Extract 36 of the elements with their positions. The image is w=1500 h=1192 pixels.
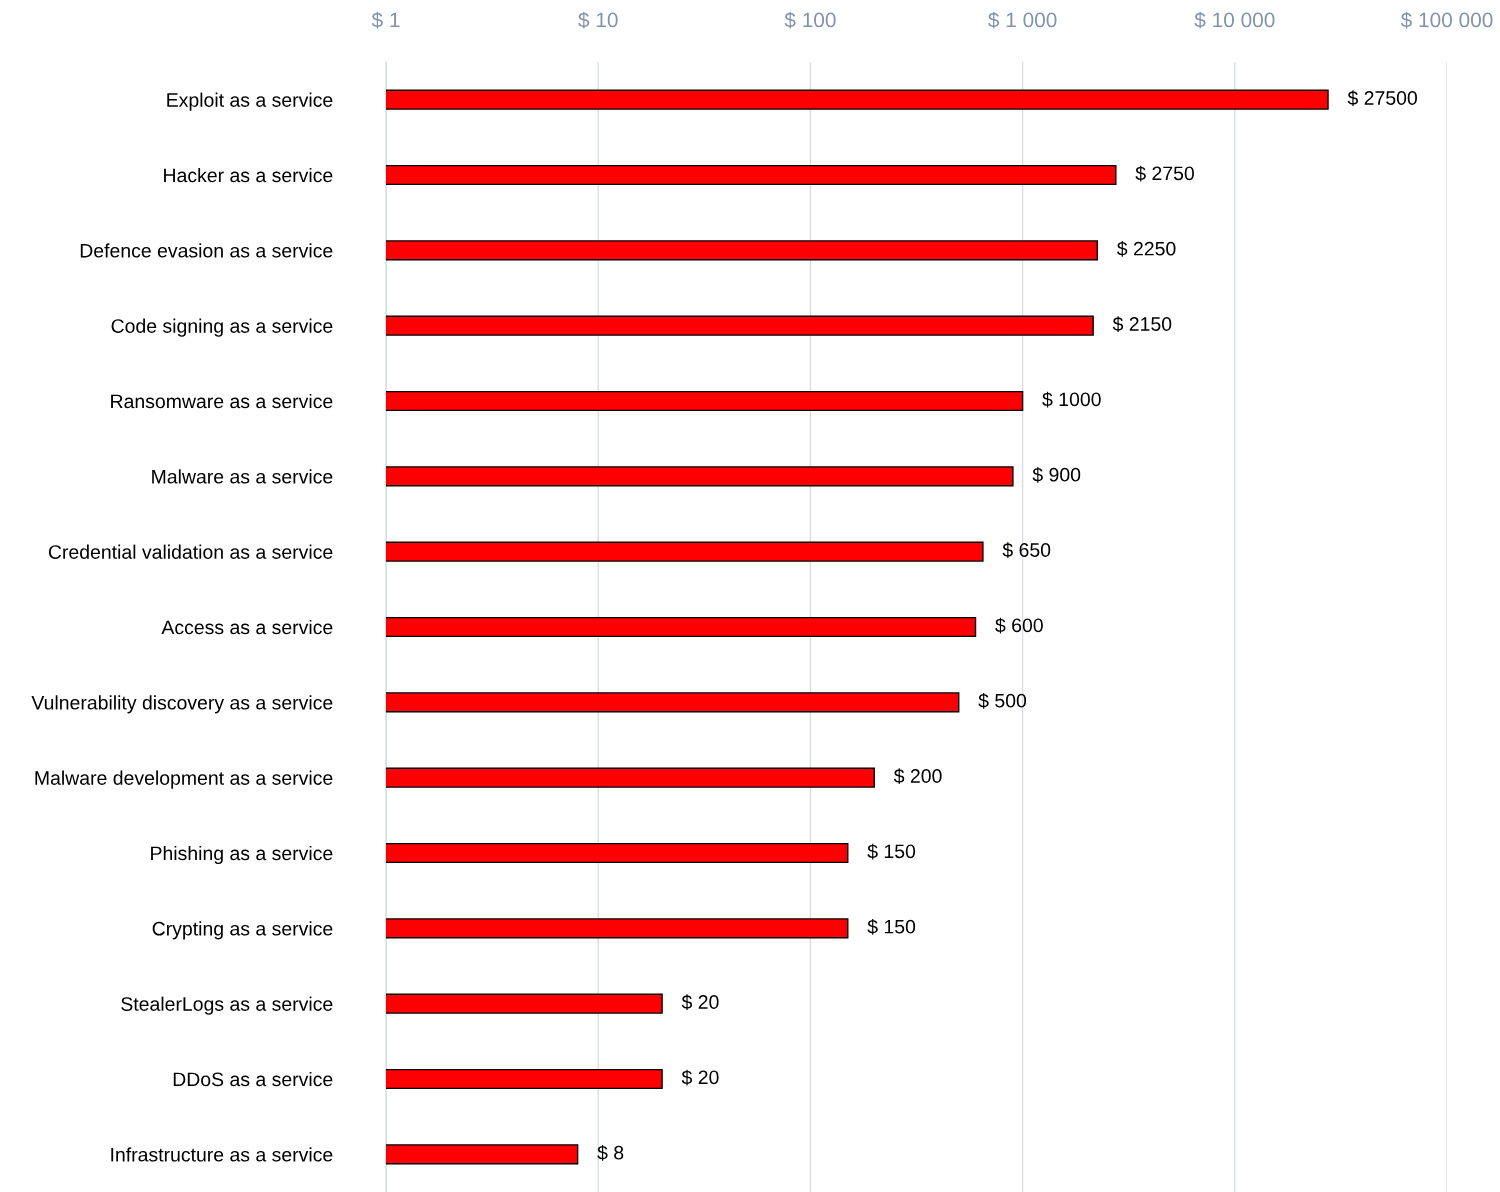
y-tick-label: Ransomware as a service bbox=[111, 393, 333, 409]
data-label: $ 2150 bbox=[1112, 316, 1172, 333]
y-tick-label: Defence evasion as a service bbox=[80, 243, 333, 258]
x-tick-label: $ 10 bbox=[578, 11, 618, 29]
y-tick-label: Malware development as a service bbox=[35, 770, 333, 789]
data-label: $ 200 bbox=[893, 768, 942, 785]
data-label: $ 900 bbox=[1032, 466, 1081, 483]
data-label: $ 20 bbox=[681, 1069, 719, 1086]
y-tick-label: Credential validation as a service bbox=[48, 544, 333, 559]
data-label: $ 600 bbox=[995, 617, 1043, 634]
data-label: $ 650 bbox=[1002, 542, 1051, 559]
y-tick-label: Vulnerability discovery as a service bbox=[31, 695, 333, 714]
data-label: $ 150 bbox=[867, 843, 916, 860]
data-label: $ 150 bbox=[867, 918, 916, 935]
y-tick-label: StealerLogs as a service bbox=[121, 996, 333, 1015]
data-label: $ 1000 bbox=[1042, 391, 1101, 408]
x-tick-label: $ 10 000 bbox=[1194, 11, 1275, 29]
data-label: $ 8 bbox=[597, 1144, 624, 1161]
y-tick-label: Crypting as a service bbox=[152, 921, 333, 940]
x-tick-label: $ 1 000 bbox=[988, 11, 1057, 29]
y-tick-label: Code signing as a service bbox=[111, 318, 333, 337]
y-tick-label: Access as a service bbox=[161, 619, 333, 635]
y-tick-label: DDoS as a service bbox=[173, 1071, 333, 1087]
data-label: $ 27500 bbox=[1347, 90, 1417, 107]
data-label: $ 500 bbox=[978, 692, 1027, 709]
data-label: $ 20 bbox=[681, 994, 719, 1011]
y-tick-label: Phishing as a service bbox=[151, 845, 333, 865]
y-tick-label: Infrastructure as a service bbox=[111, 1147, 333, 1162]
data-label: $ 2250 bbox=[1116, 240, 1176, 257]
x-tick-label: $ 1 bbox=[371, 11, 400, 29]
data-label: $ 2750 bbox=[1135, 165, 1194, 182]
y-tick-label: Exploit as a service bbox=[167, 92, 333, 111]
y-tick-label: Hacker as a service bbox=[164, 167, 333, 183]
x-tick-label: $ 100 bbox=[784, 11, 836, 29]
y-tick-label: Malware as a service bbox=[152, 469, 333, 484]
x-tick-label: $ 100 000 bbox=[1400, 11, 1493, 29]
